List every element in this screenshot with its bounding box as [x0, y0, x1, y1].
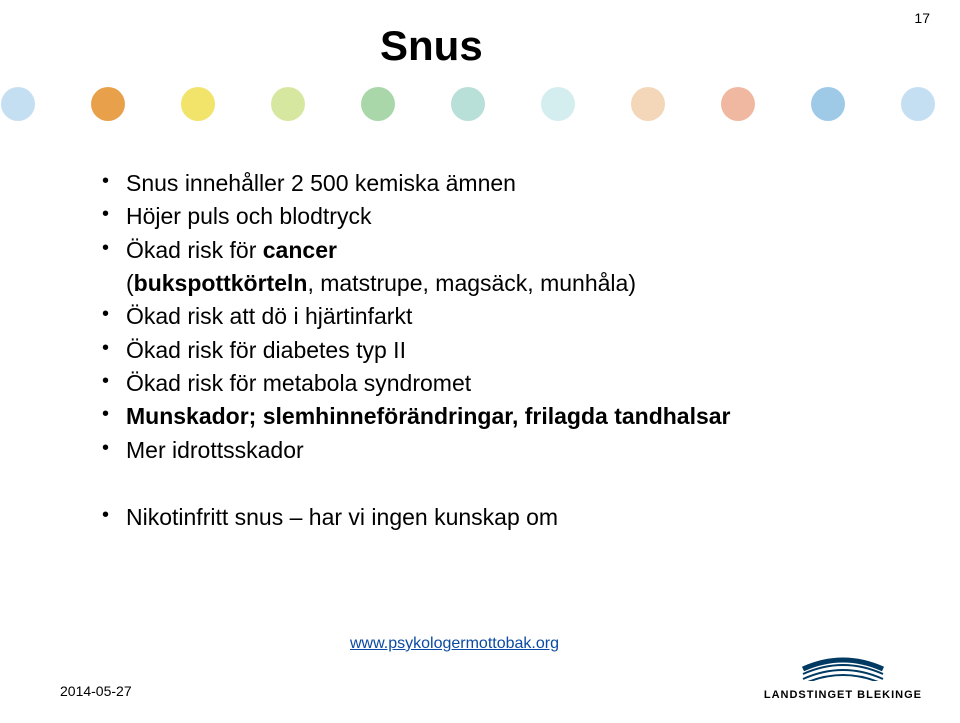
logo: LANDSTINGET BLEKINGE	[764, 651, 922, 701]
bullet-item: Ökad risk för cancer	[100, 234, 900, 267]
logo-icon	[783, 651, 903, 681]
bullet-item: Snus innehåller 2 500 kemiska ämnen	[100, 167, 900, 200]
logo-text: LANDSTINGET BLEKINGE	[764, 689, 922, 701]
bullet-list: Snus innehåller 2 500 kemiska ämnenHöjer…	[100, 167, 900, 467]
bullet-item: Ökad risk för metabola syndromet	[100, 367, 900, 400]
page-number: 17	[914, 10, 930, 26]
bullet-item: (bukspottkörteln, matstrupe, magsäck, mu…	[100, 267, 900, 300]
title-row: Snus	[60, 22, 900, 92]
bullet-item: Ökad risk för diabetes typ II	[100, 334, 900, 367]
footer-date: 2014-05-27	[60, 683, 132, 699]
content-area: Snus innehåller 2 500 kemiska ämnenHöjer…	[100, 167, 900, 534]
slide-title: Snus	[380, 22, 483, 70]
bullet-item: Munskador; slemhinneförändringar, frilag…	[100, 400, 900, 433]
source-link[interactable]: www.psykologermottobak.org	[350, 635, 559, 653]
bullet-item: Höjer puls och blodtryck	[100, 200, 900, 233]
bullet-item: Mer idrottsskador	[100, 434, 900, 467]
footnote-bullet: Nikotinfritt snus – har vi ingen kunskap…	[100, 501, 900, 534]
decorative-circles	[0, 86, 960, 122]
slide: 17 Snus Snus innehåller 2 500 kemiska äm…	[0, 0, 960, 723]
footnote-list: Nikotinfritt snus – har vi ingen kunskap…	[100, 501, 900, 534]
bullet-item: Ökad risk att dö i hjärtinfarkt	[100, 300, 900, 333]
